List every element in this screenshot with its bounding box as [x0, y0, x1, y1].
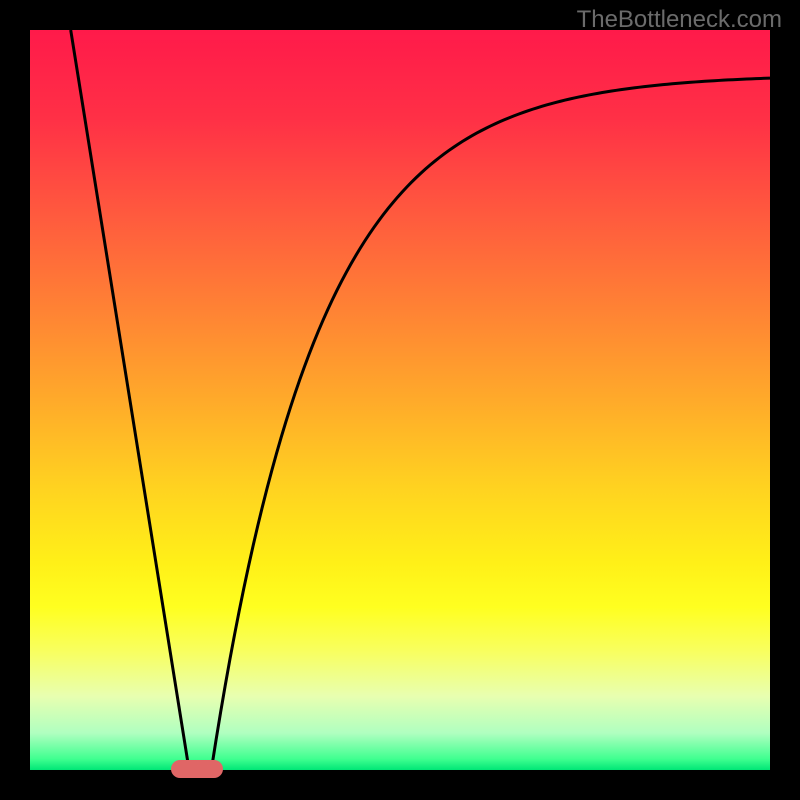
bottleneck-marker	[171, 760, 223, 778]
curves-layer	[30, 30, 770, 770]
right-log-curve	[211, 78, 770, 770]
watermark-text: TheBottleneck.com	[577, 6, 782, 34]
left-v-line	[71, 30, 189, 770]
chart-container: TheBottleneck.com	[0, 0, 800, 800]
plot-area	[30, 30, 770, 770]
